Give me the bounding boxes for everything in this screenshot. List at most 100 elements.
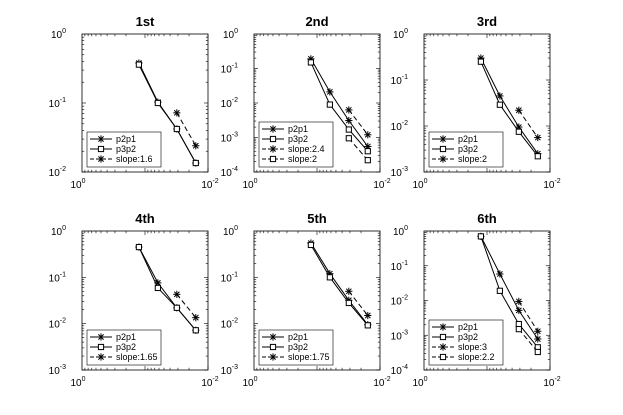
series-line	[480, 57, 539, 154]
legend-label: p3p2	[288, 342, 308, 352]
legend-label: slope:3	[458, 342, 487, 352]
square-marker	[192, 327, 199, 334]
y-tick-label: 100	[393, 28, 408, 41]
x-tick-label: 100	[242, 376, 257, 389]
legend-asterisk-icon	[269, 145, 277, 153]
y-tick-label: 10-2	[391, 295, 408, 308]
asterisk-marker	[345, 116, 353, 125]
legend-label: slope:1.75	[288, 352, 330, 362]
y-tick-label: 100	[51, 28, 66, 41]
x-tick-label: 100	[70, 376, 85, 389]
y-tick-label: 10-1	[391, 74, 408, 87]
x-tick-label: 100	[242, 178, 257, 191]
legend-square-icon	[97, 145, 105, 153]
asterisk-marker	[345, 287, 353, 295]
y-tick-label: 10-3	[49, 364, 66, 377]
legend-label: p3p2	[458, 332, 478, 342]
asterisk-marker	[534, 133, 542, 142]
legend-asterisk-icon	[269, 125, 277, 133]
legend-asterisk-icon	[439, 155, 447, 163]
square-marker	[173, 304, 180, 311]
square-marker	[496, 287, 503, 294]
y-tick-label: 10-1	[49, 97, 66, 110]
legend-asterisk-icon	[97, 135, 105, 143]
square-marker	[173, 125, 180, 133]
legend-asterisk-icon	[97, 155, 105, 163]
x-tick-label: 100	[412, 178, 427, 191]
asterisk-marker	[364, 131, 372, 139]
y-tick-label: 10-3	[391, 329, 408, 342]
legend-square-icon	[97, 343, 105, 351]
asterisk-marker	[345, 106, 353, 114]
y-tick-label: 10-1	[221, 271, 238, 284]
legend-label: p2p1	[116, 134, 136, 144]
x-tick-label: 10-2	[201, 376, 218, 389]
subplot-title: 6th	[477, 211, 497, 226]
square-marker	[326, 101, 333, 108]
square-marker	[364, 322, 371, 329]
asterisk-marker	[534, 327, 542, 335]
square-marker	[515, 128, 522, 135]
legend-asterisk-icon	[97, 353, 105, 361]
asterisk-marker	[515, 106, 523, 114]
legend-label: p3p2	[458, 144, 478, 154]
series-line	[518, 109, 539, 138]
x-tick-label: 10-2	[543, 376, 560, 389]
square-marker	[515, 326, 522, 333]
series-line	[176, 293, 197, 318]
square-marker	[496, 101, 503, 108]
legend-asterisk-icon	[269, 353, 277, 361]
square-marker	[307, 241, 314, 249]
y-tick-label: 100	[393, 225, 408, 238]
series-line	[518, 301, 539, 332]
asterisk-marker	[496, 270, 504, 278]
legend-label: p3p2	[288, 134, 308, 144]
square-marker	[345, 126, 352, 133]
legend-label: slope:2	[288, 154, 317, 164]
legend-label: slope:1.6	[116, 154, 153, 164]
square-marker	[307, 59, 314, 66]
y-tick-label: 10-1	[221, 63, 238, 76]
y-tick-label: 100	[223, 28, 238, 41]
subplot-5: 5th 100 10-2 100 10-1 10-2 10-3 p2p1p3p2slope:1…	[221, 211, 391, 389]
legend-asterisk-icon	[97, 333, 105, 341]
series-line	[138, 246, 197, 331]
x-tick-label: 10-2	[201, 178, 218, 191]
square-marker	[135, 243, 142, 251]
asterisk-marker	[173, 290, 181, 298]
square-marker	[326, 274, 333, 281]
y-tick-label: 10-2	[221, 318, 238, 331]
legend-square-icon	[439, 333, 447, 341]
y-tick-label: 10-2	[49, 318, 66, 331]
series-line	[138, 64, 197, 164]
legend-label: p2p1	[116, 332, 136, 342]
square-marker	[364, 157, 371, 164]
legend-square-icon	[269, 135, 277, 143]
y-tick-label: 100	[51, 225, 66, 238]
asterisk-marker	[515, 297, 523, 306]
legend-label: p2p1	[288, 332, 308, 342]
legend-label: p2p1	[288, 124, 308, 134]
legend-asterisk-icon	[439, 343, 447, 351]
subplot-4: 4th 100 10-2 100 10-1 10-2 10-3 p2p1p3p2slope:1…	[49, 211, 219, 389]
legend-label: p3p2	[116, 144, 136, 154]
legend-label: p3p2	[116, 342, 136, 352]
legend-square-icon	[269, 343, 277, 351]
subplot-title: 4th	[135, 211, 155, 226]
series-line	[480, 61, 539, 157]
y-tick-label: 10-2	[221, 97, 238, 110]
asterisk-marker	[496, 92, 504, 100]
series-line	[518, 328, 539, 353]
asterisk-marker	[173, 109, 181, 117]
series-line	[310, 244, 369, 326]
legend-label: p2p1	[458, 322, 478, 332]
